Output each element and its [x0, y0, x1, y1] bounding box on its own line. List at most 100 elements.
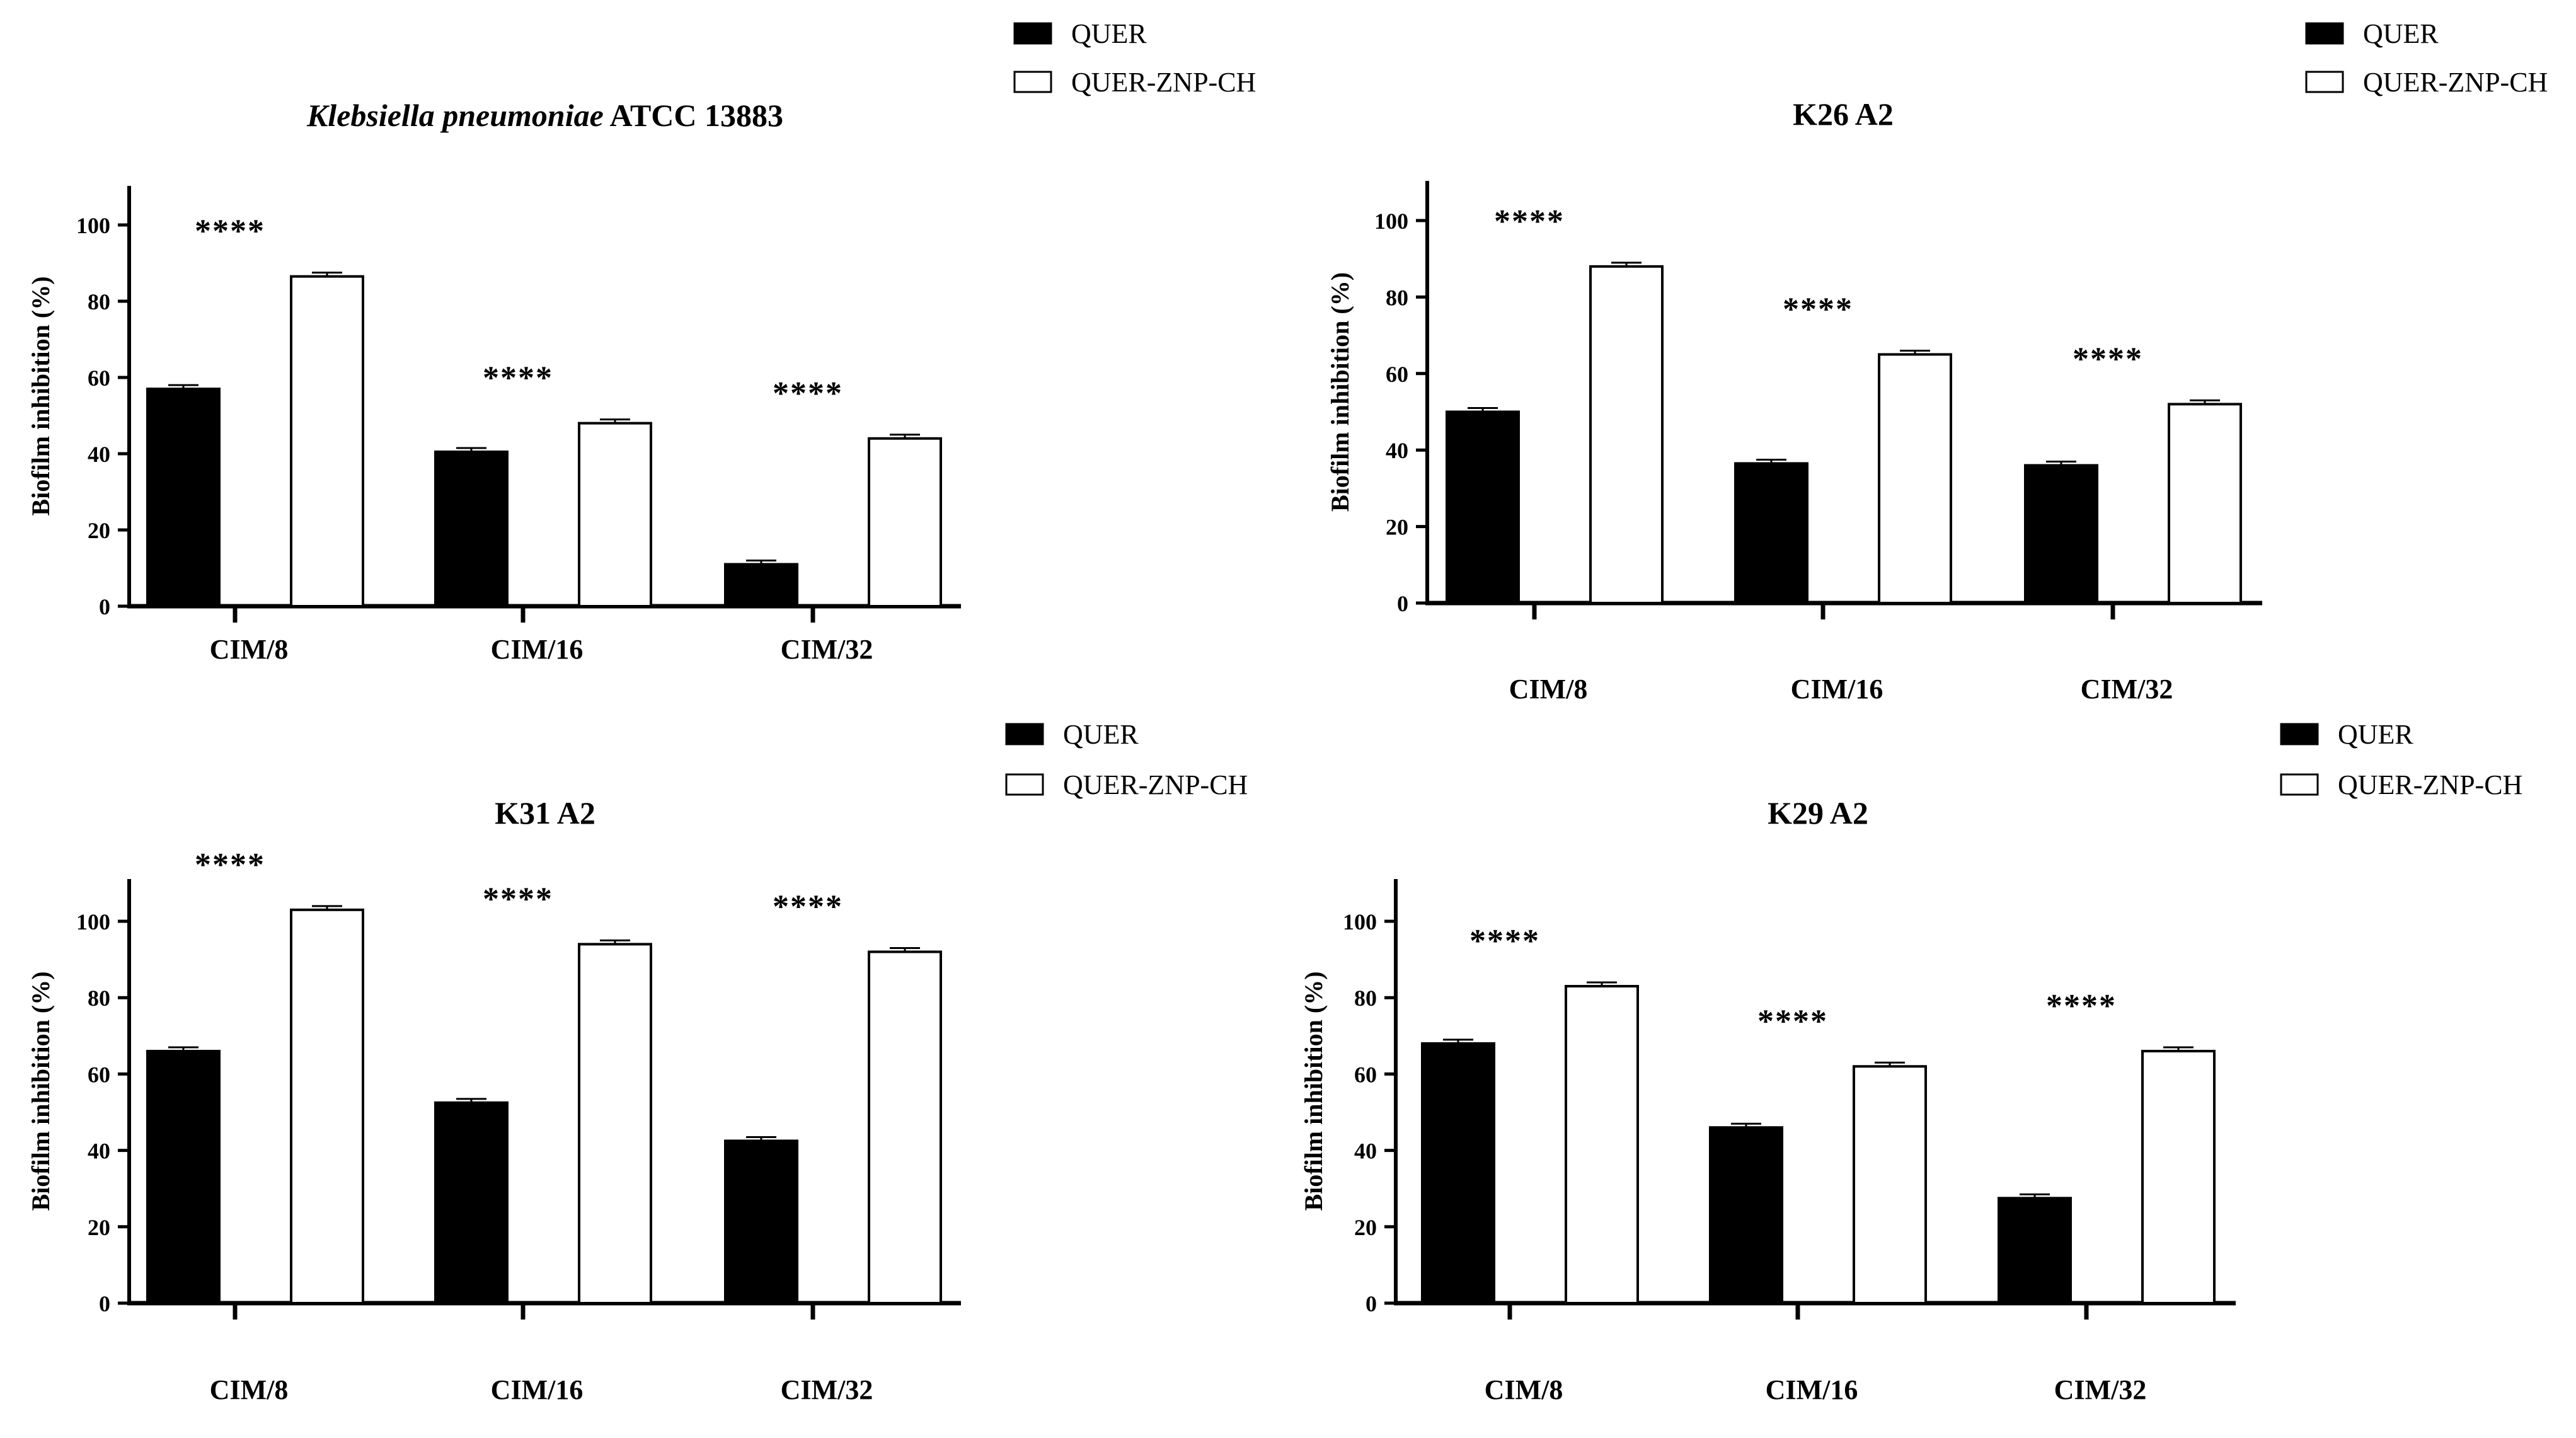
chart-panel-4: K29 A2 QUER QUER-ZNP-CH Biofilm inhibition …: [1299, 719, 2522, 1405]
y-tick-label: 100: [1343, 909, 1377, 935]
legend-label-quer-znp-ch: QUER-ZNP-CH: [2338, 769, 2522, 800]
legend-swatch-quer: [2280, 723, 2319, 745]
significance-label: ****: [195, 214, 265, 250]
significance-label: ****: [1783, 291, 1853, 327]
y-tick-label: 40: [1386, 438, 1408, 463]
significance-label: ****: [773, 376, 843, 411]
y-axis-label: Biofilm inhibition (%): [1299, 971, 1328, 1211]
y-tick-label: 0: [1397, 591, 1408, 616]
x-category-label: CIM/8: [210, 634, 289, 665]
x-category-label: CIM/16: [491, 634, 584, 665]
legend-swatch-quer-znp-ch: [1013, 71, 1052, 93]
y-tick-label: 80: [88, 289, 110, 314]
chart-panel-1: Klebsiella pneumoniae ATCC 13883 QUER QUER…: [26, 18, 1256, 665]
chart-title: K29 A2: [1768, 795, 1868, 831]
bar-quer-znp-ch-cim-32: [868, 950, 942, 1304]
x-category-label: CIM/32: [2081, 674, 2173, 705]
chart-title-species: Klebsiella pneumoniae: [306, 98, 604, 133]
significance-label: ****: [483, 881, 553, 917]
x-category-label: CIM/16: [491, 1374, 584, 1405]
legend-label-quer: QUER: [2363, 18, 2439, 49]
bar-quer-cim-8: [1446, 410, 1520, 604]
y-tick-label: 100: [76, 213, 110, 238]
bar-quer-znp-ch-cim-8: [290, 908, 364, 1304]
bar-quer-cim-16: [434, 450, 509, 607]
x-category-label: CIM/16: [1791, 674, 1883, 705]
legend-label-quer-znp-ch: QUER-ZNP-CH: [2363, 67, 2548, 98]
chart-title-strain: ATCC 13883: [604, 98, 783, 133]
legend-swatch-quer: [2305, 22, 2344, 45]
bar-quer-znp-ch-cim-16: [1853, 1065, 1927, 1305]
bar-quer-znp-ch-cim-16: [578, 422, 652, 607]
legend-label-quer: QUER: [2338, 719, 2413, 750]
y-tick-label: 20: [88, 1215, 110, 1240]
bar-quer-cim-8: [146, 1050, 221, 1305]
bar-quer-znp-ch-cim-16: [578, 943, 652, 1304]
y-tick-label: 40: [88, 442, 110, 467]
y-tick-label: 60: [1386, 362, 1408, 387]
y-tick-label: 40: [1354, 1139, 1377, 1164]
chart-title: K26 A2: [1793, 96, 1894, 132]
bar-quer-znp-ch-cim-8: [1565, 985, 1639, 1305]
significance-label: ****: [195, 847, 265, 883]
significance-label: ****: [1469, 923, 1540, 959]
legend-swatch-quer-znp-ch: [2305, 71, 2344, 93]
y-tick-label: 0: [99, 594, 110, 619]
x-category-label: CIM/8: [1485, 1374, 1563, 1405]
bar-quer-cim-16: [1734, 462, 1808, 604]
legend-swatch-quer-znp-ch: [2280, 773, 2319, 796]
chart-panel-2: K26 A2 QUER QUER-ZNP-CH Biofilm inhibition …: [1326, 18, 2548, 705]
bar-quer-cim-32: [724, 1139, 798, 1304]
y-tick-label: 80: [88, 986, 110, 1011]
x-category-label: CIM/8: [1509, 674, 1588, 705]
bar-quer-znp-ch-cim-32: [2141, 1050, 2216, 1305]
significance-label: ****: [483, 360, 553, 396]
legend-label-quer: QUER: [1063, 719, 1139, 750]
legend-label-quer-znp-ch: QUER-ZNP-CH: [1063, 769, 1248, 800]
significance-label: ****: [773, 889, 843, 924]
bar-quer-znp-ch-cim-8: [1589, 265, 1664, 604]
y-axis-label: Biofilm inhibition (%): [1326, 272, 1354, 512]
significance-label: ****: [1757, 1003, 1828, 1039]
bar-quer-cim-8: [1421, 1042, 1495, 1305]
y-tick-label: 20: [88, 518, 110, 543]
y-tick-label: 20: [1386, 515, 1408, 540]
legend-swatch-quer-znp-ch: [1005, 773, 1044, 796]
significance-label: ****: [1494, 204, 1565, 239]
x-category-label: CIM/16: [1766, 1374, 1858, 1405]
legend-label-quer: QUER: [1071, 18, 1147, 49]
x-category-label: CIM/32: [2054, 1374, 2147, 1405]
chart-title: Klebsiella pneumoniae ATCC 13883: [306, 98, 783, 133]
y-tick-label: 80: [1354, 986, 1377, 1011]
y-tick-label: 40: [88, 1139, 110, 1164]
chart-title: K31 A2: [495, 795, 595, 831]
y-tick-label: 100: [76, 909, 110, 935]
y-tick-label: 60: [88, 365, 110, 391]
bar-quer-cim-16: [1709, 1126, 1783, 1304]
bar-quer-znp-ch-cim-32: [2168, 403, 2242, 604]
y-tick-label: 60: [88, 1062, 110, 1087]
x-category-label: CIM/32: [781, 1374, 873, 1405]
y-tick-label: 100: [1374, 209, 1408, 234]
bar-quer-znp-ch-cim-8: [290, 275, 364, 607]
bar-quer-cim-16: [434, 1101, 509, 1304]
x-category-label: CIM/32: [781, 634, 873, 665]
significance-label: ****: [2073, 341, 2143, 377]
bar-quer-cim-32: [1998, 1197, 2072, 1304]
y-tick-label: 20: [1354, 1215, 1377, 1240]
y-tick-label: 80: [1386, 285, 1408, 310]
y-axis-label: Biofilm inhibition (%): [26, 276, 55, 515]
legend-swatch-quer: [1005, 723, 1044, 745]
significance-label: ****: [2046, 988, 2117, 1024]
x-category-label: CIM/8: [210, 1374, 289, 1405]
y-axis-label: Biofilm inhibition (%): [26, 971, 55, 1211]
bar-quer-cim-8: [146, 388, 221, 608]
legend-label-quer-znp-ch: QUER-ZNP-CH: [1071, 67, 1256, 98]
y-tick-label: 60: [1354, 1062, 1377, 1087]
chart-panel-3: K31 A2 QUER QUER-ZNP-CH Biofilm inhibition …: [26, 719, 1248, 1405]
legend-swatch-quer: [1013, 22, 1052, 45]
bar-quer-znp-ch-cim-16: [1878, 353, 1952, 604]
y-tick-label: 0: [1366, 1291, 1377, 1316]
y-tick-label: 0: [99, 1291, 110, 1316]
